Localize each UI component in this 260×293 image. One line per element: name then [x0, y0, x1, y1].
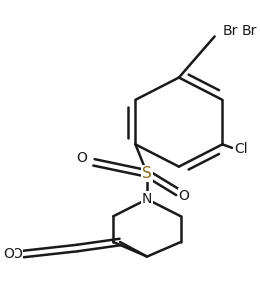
Text: Br: Br — [222, 24, 238, 38]
Text: S: S — [142, 166, 152, 181]
Text: O: O — [3, 247, 14, 261]
Text: O: O — [178, 189, 189, 203]
Text: Cl: Cl — [234, 142, 248, 156]
Text: O: O — [76, 151, 87, 165]
Text: Br: Br — [242, 24, 257, 38]
Text: O: O — [11, 247, 22, 261]
Text: N: N — [142, 192, 152, 206]
